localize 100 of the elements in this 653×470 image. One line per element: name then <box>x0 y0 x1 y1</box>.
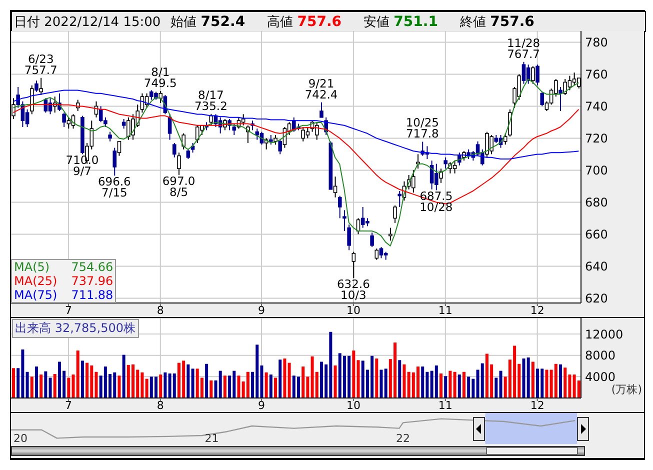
annotation: 632.6 10/3 <box>336 277 370 302</box>
bar <box>48 378 52 398</box>
bar <box>159 374 162 398</box>
candlestick <box>241 114 246 126</box>
bar <box>118 376 121 398</box>
candlestick <box>232 123 236 136</box>
x-tick-label: 7 <box>64 304 72 317</box>
y-tick-label: 660 <box>585 227 608 242</box>
bar <box>380 370 383 398</box>
bar <box>398 360 402 398</box>
y-tick-label: 700 <box>585 163 608 178</box>
text: MA(5) 754.66 <box>14 260 114 274</box>
bar <box>246 372 250 398</box>
bar <box>30 376 34 398</box>
candlestick <box>352 251 356 279</box>
y-tick-label: 760 <box>585 67 608 82</box>
candlestick <box>388 227 392 242</box>
x-tick-label: 9 <box>258 304 266 317</box>
bar <box>191 368 194 398</box>
bar <box>223 376 226 398</box>
bar <box>499 370 502 398</box>
y-tick-label: 720 <box>585 131 608 146</box>
bar <box>356 360 360 398</box>
y-tick-label: 620 <box>585 291 608 306</box>
bar <box>453 372 456 398</box>
y-axis-title: (万株) <box>611 382 642 397</box>
annotation: 10/25 717.8 <box>406 116 439 141</box>
candlestick <box>117 140 122 156</box>
candlestick <box>444 156 448 170</box>
bar <box>86 362 89 398</box>
text: 安値 751.1 <box>364 12 438 30</box>
x-tick-label: 9 <box>258 398 266 412</box>
candlestick <box>278 139 282 155</box>
candlestick <box>572 72 576 86</box>
bar <box>384 368 388 398</box>
bar <box>462 372 466 398</box>
bar <box>434 365 438 398</box>
bar <box>375 358 378 398</box>
text: MA(75) 711.88 <box>14 288 114 302</box>
annotation: 8/17 735.2 <box>194 88 228 113</box>
bar <box>210 380 213 398</box>
bar <box>274 378 278 398</box>
candlestick <box>320 102 324 118</box>
candlestick <box>347 224 351 251</box>
x-tick-label: 21 <box>204 432 219 445</box>
candlestick <box>66 116 71 130</box>
bar <box>531 362 534 398</box>
candlestick <box>34 80 38 92</box>
candlestick <box>274 134 278 146</box>
candlestick <box>269 134 273 146</box>
bar <box>480 363 484 398</box>
bar <box>205 364 208 398</box>
bar <box>186 364 190 398</box>
bar <box>237 376 240 398</box>
candlestick <box>439 168 443 184</box>
candlestick <box>374 248 379 260</box>
x-tick-label: 11 <box>438 398 452 412</box>
annotation: 697.0 8/5 <box>162 174 196 199</box>
text: 終値 757.6 <box>460 12 534 30</box>
bar <box>283 358 286 398</box>
candlestick <box>393 204 397 224</box>
annotation: 687.5 10/28 <box>420 189 453 214</box>
bar <box>264 372 268 398</box>
y-tick-label: 640 <box>585 259 608 274</box>
candlestick <box>563 78 568 96</box>
bar <box>554 364 558 398</box>
bar <box>122 354 126 398</box>
bar <box>458 374 461 398</box>
bar <box>40 374 43 398</box>
bar <box>421 366 424 398</box>
candlestick <box>112 147 117 176</box>
candlestick <box>122 118 126 130</box>
x-tick-label: 10 <box>346 398 360 412</box>
x-tick-label: 20 <box>14 432 28 445</box>
annotation: 8/1 749.5 <box>144 65 177 90</box>
bar <box>164 372 167 398</box>
candlestick <box>182 132 186 150</box>
x-tick-label: 8 <box>156 398 164 412</box>
bar <box>76 350 80 398</box>
candlestick <box>158 90 162 104</box>
y-tick-label: 680 <box>585 195 608 210</box>
bar <box>145 378 148 398</box>
bar <box>34 366 38 398</box>
y-tick-label: 740 <box>585 99 608 114</box>
candlestick <box>370 232 374 248</box>
bar <box>278 360 282 398</box>
text: 始値 752.4 <box>170 12 246 30</box>
x-tick-label: 11 <box>438 304 452 317</box>
candlestick <box>333 176 338 198</box>
x-tick-label: 8 <box>156 304 164 317</box>
annotation: 6/23 757.7 <box>24 52 58 77</box>
candlestick <box>39 77 43 96</box>
bar <box>172 373 176 398</box>
chart-title: 日付 2022/12/14 15:00 <box>14 14 161 30</box>
x-tick-label: 22 <box>396 432 410 445</box>
bar <box>522 358 526 398</box>
bar <box>448 370 452 398</box>
annotation: 9/21 742.4 <box>304 76 338 102</box>
bar <box>12 368 15 398</box>
candlestick <box>186 148 190 160</box>
